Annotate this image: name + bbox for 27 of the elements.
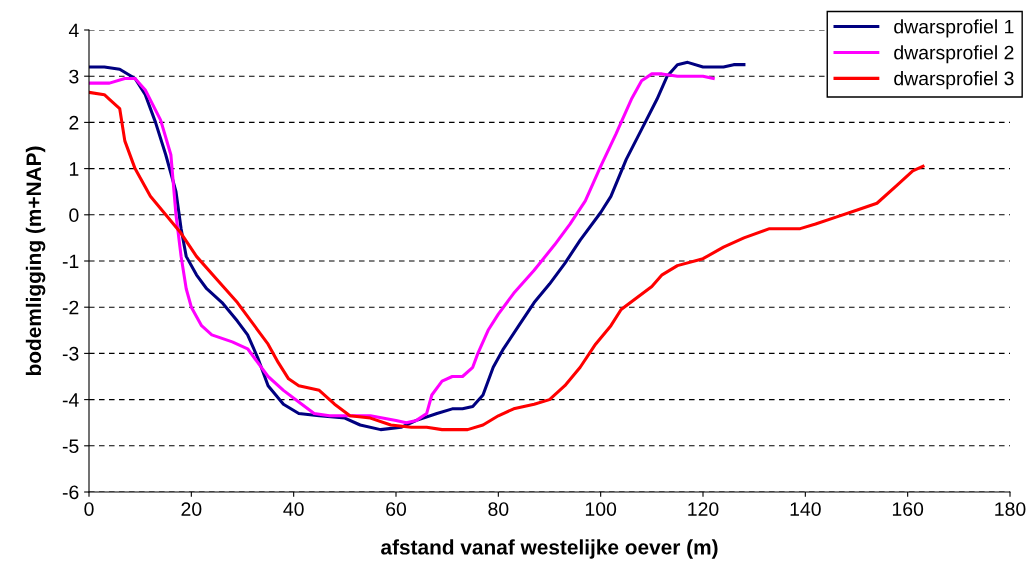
x-tick-label: 60 (386, 502, 407, 516)
x-tick-label: 180 (995, 502, 1026, 516)
legend-label: dwarsprofiel 2 (894, 45, 1014, 64)
y-tick-label: -1 (62, 254, 79, 269)
x-tick-label: 80 (488, 502, 509, 516)
y-tick-label: -2 (62, 300, 79, 315)
x-tick-label: 100 (585, 502, 617, 516)
line-series (89, 90, 925, 432)
x-tick-label: 140 (790, 502, 821, 516)
x-tick-label: 0 (84, 502, 94, 516)
y-tick-label: 1 (69, 162, 79, 176)
x-tick-label: 40 (283, 502, 304, 516)
y-tick-label: -3 (62, 346, 79, 361)
x-axis-title: afstand vanaf westelijke oever (m) (381, 539, 718, 559)
y-axis-title: bodemligging (m+NAP) (25, 146, 46, 376)
legend-label: dwarsprofiel 1 (894, 19, 1014, 38)
legend-label: dwarsprofiel 3 (894, 71, 1014, 90)
y-tick-label: 2 (69, 115, 79, 130)
x-tick-label: 160 (892, 502, 924, 516)
y-tick-label: -5 (62, 439, 79, 454)
x-tick-label: 120 (688, 502, 719, 516)
y-tick-label: -4 (62, 393, 79, 407)
x-tick-label: 20 (181, 502, 202, 516)
y-tick-label: 3 (69, 69, 79, 84)
y-tick-label: -6 (62, 485, 79, 500)
y-tick-label: 0 (69, 208, 79, 223)
y-tick-label: 4 (68, 23, 79, 38)
